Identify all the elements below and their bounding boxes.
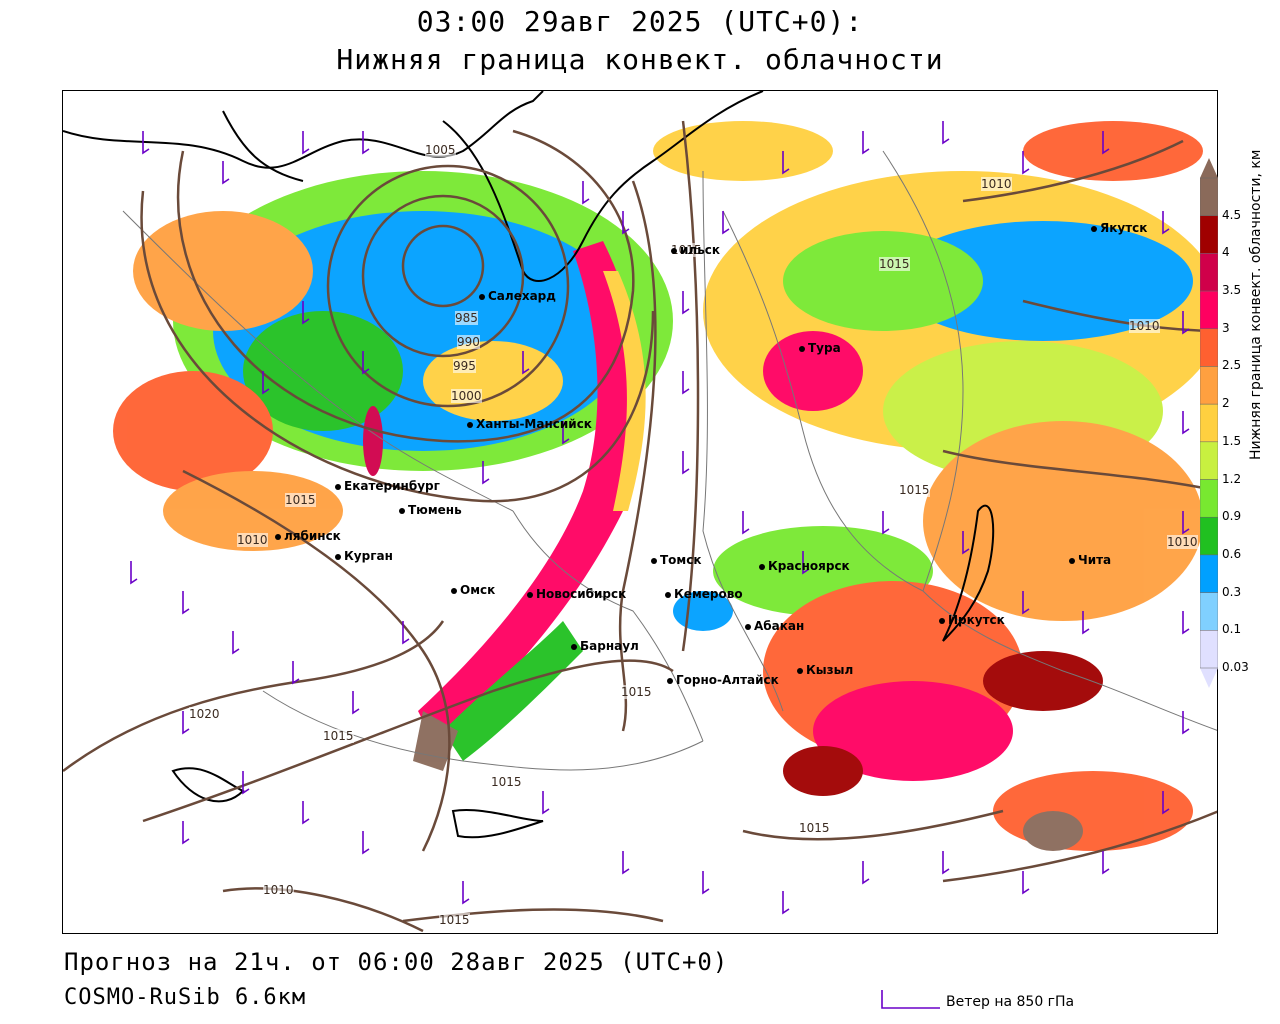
- legend-swatch: [1200, 328, 1218, 367]
- legend-bar: [1200, 158, 1218, 688]
- legend-swatch: [1200, 366, 1218, 405]
- city-norilsk: ильск: [671, 243, 720, 257]
- isobar-label: 1010: [1167, 535, 1198, 549]
- legend-tick-label: 0.3: [1222, 584, 1242, 599]
- isobar-label: 1015: [323, 729, 354, 743]
- isobar-label: 1015: [285, 493, 316, 507]
- forecast-info: Прогноз на 21ч. от 06:00 28авг 2025 (UTC…: [64, 948, 729, 976]
- legend-title: Нижняя граница конвект. облачности, км: [1248, 149, 1264, 460]
- legend-tick-label: 1.5: [1222, 433, 1242, 448]
- legend-tick-label: 4.5: [1222, 207, 1242, 222]
- legend-tick-label: 4: [1222, 245, 1230, 260]
- legend-tick-label: 0.9: [1222, 509, 1242, 524]
- legend-tick-label: 2: [1222, 396, 1230, 411]
- isobar-lines: [63, 120, 1217, 933]
- city-chelyabinsk: лябинск: [275, 529, 341, 543]
- weather-map: 1010 1015 1010 1005 1000 995 990 985 101…: [62, 90, 1218, 934]
- legend-bottom-arrow: [1200, 668, 1218, 688]
- isobar-label: 995: [453, 359, 476, 373]
- map-title-parameter: Нижняя граница конвект. облачности: [336, 43, 944, 76]
- admin-borders: [122, 150, 1217, 771]
- city-yakutsk: Якутск: [1091, 221, 1147, 235]
- isobar-label: 985: [455, 311, 478, 325]
- city-khanty-mansiysk: Ханты-Мансийск: [467, 417, 592, 431]
- city-kurgan: Курган: [335, 549, 393, 563]
- city-tura: Тура: [799, 341, 841, 355]
- isobar-label: 1000: [451, 389, 482, 403]
- isobar-label: 1005: [425, 143, 456, 157]
- isobar-label: 1020: [189, 707, 220, 721]
- isobar-label: 1015: [899, 483, 930, 497]
- legend-top-arrow: [1200, 158, 1218, 178]
- coastline: [63, 91, 995, 839]
- color-legend: [1200, 158, 1218, 688]
- legend-swatch: [1200, 215, 1218, 254]
- isobar-label: 1015: [439, 913, 470, 927]
- city-krasnoyarsk: Красноярск: [759, 559, 850, 573]
- city-abakan: Абакан: [745, 619, 804, 633]
- legend-swatch: [1200, 479, 1218, 518]
- city-chita: Чита: [1069, 553, 1111, 567]
- legend-swatch: [1200, 630, 1218, 669]
- legend-tick-label: 0.6: [1222, 546, 1242, 561]
- cloud-base-field: [113, 121, 1217, 851]
- city-irkutsk: Иркутск: [939, 613, 1005, 627]
- legend-swatch: [1200, 516, 1218, 556]
- isobar-label: 1015: [621, 685, 652, 699]
- model-name: COSMO-RuSib 6.6км: [64, 985, 307, 1010]
- isobar-label: 1010: [263, 883, 294, 897]
- isobar-label: 1015: [879, 257, 910, 271]
- isobar-label: 1015: [799, 821, 830, 835]
- city-kemerovo: Кемерово: [665, 587, 743, 601]
- city-tyumen: Тюмень: [399, 503, 462, 517]
- legend-swatch: [1200, 592, 1218, 631]
- legend-tick-label: 3.5: [1222, 283, 1242, 298]
- wind-barbs: [130, 121, 1190, 915]
- wind-barb-icon: [881, 990, 940, 1009]
- legend-tick-label: 3: [1222, 320, 1230, 335]
- legend-tick-label: 0.1: [1222, 622, 1242, 637]
- city-barnaul: Барнаул: [571, 639, 639, 653]
- wind-legend: Ветер на 850 гПа: [878, 990, 1138, 1014]
- city-gorno-altaysk: Горно-Алтайск: [667, 673, 779, 687]
- isobar-label: 990: [457, 335, 480, 349]
- isobar-label: 1010: [981, 177, 1012, 191]
- city-omsk: Омск: [451, 583, 495, 597]
- city-novosibirsk: Новосибирск: [527, 587, 626, 601]
- legend-swatch: [1200, 253, 1218, 292]
- isobar-label: 1010: [237, 533, 268, 547]
- legend-swatch: [1200, 290, 1218, 330]
- legend-tick-label: 2.5: [1222, 358, 1242, 373]
- isobar-label: 1010: [1129, 319, 1160, 333]
- map-canvas: [63, 91, 1217, 933]
- legend-swatch: [1200, 403, 1218, 443]
- isobar-label: 1015: [491, 775, 522, 789]
- city-kyzyl: Кызыл: [797, 663, 853, 677]
- city-ekaterinburg: Екатеринбург: [335, 479, 440, 493]
- map-title-time: 03:00 29авг 2025 (UTC+0):: [416, 5, 864, 38]
- legend-tick-label: 0.03: [1222, 660, 1249, 674]
- legend-swatch: [1200, 177, 1218, 216]
- city-tomsk: Томск: [651, 553, 702, 567]
- legend-swatch: [1200, 441, 1218, 480]
- city-salekhard: Салехард: [479, 289, 556, 303]
- legend-swatch: [1200, 554, 1218, 593]
- isobar-label: 1015: [671, 243, 702, 257]
- legend-tick-label: 1.2: [1222, 471, 1242, 486]
- wind-legend-label: Ветер на 850 гПа: [946, 994, 1075, 1010]
